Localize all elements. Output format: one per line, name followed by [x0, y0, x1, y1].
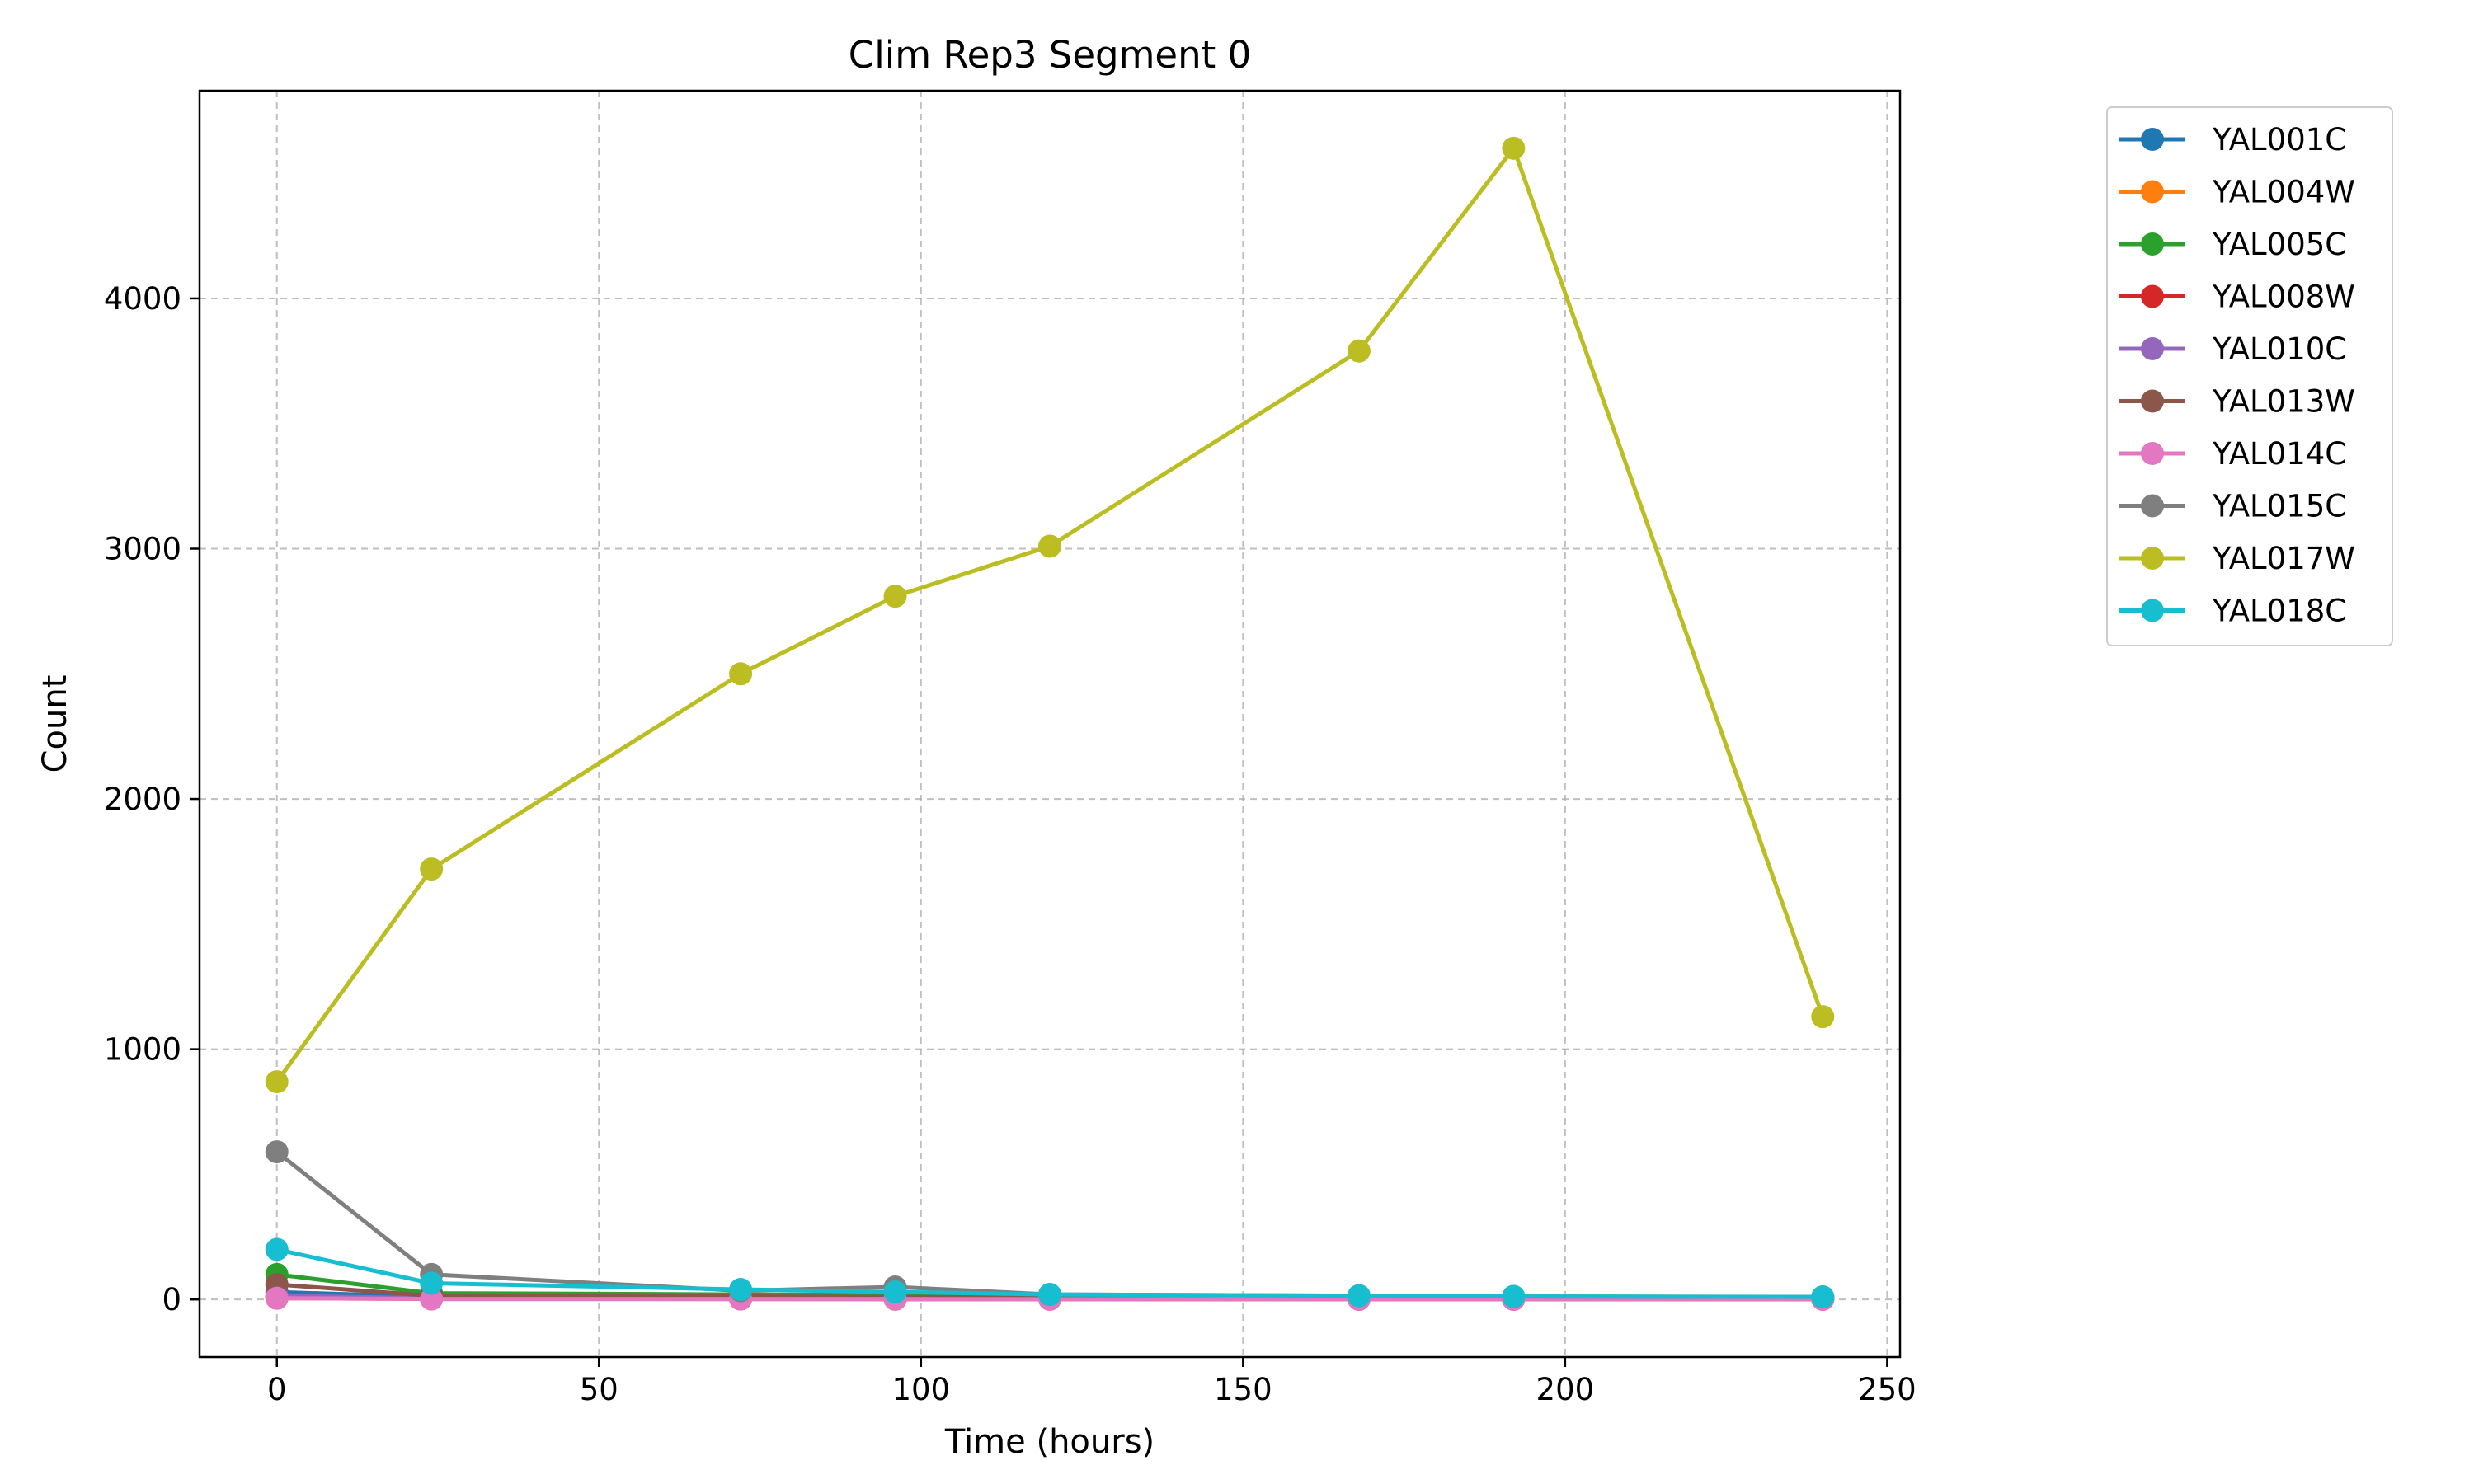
legend-swatch-marker — [2141, 599, 2164, 622]
x-tick-label: 0 — [267, 1372, 287, 1407]
x-tick-label: 250 — [1858, 1372, 1917, 1407]
legend-item: YAL008W — [2119, 279, 2355, 315]
data-point — [1502, 1284, 1526, 1308]
legend-swatch-marker — [2141, 232, 2164, 256]
legend-label: YAL017W — [2212, 541, 2355, 576]
data-point — [420, 857, 444, 881]
y-tick-label: 4000 — [104, 281, 181, 317]
data-point — [1811, 1285, 1835, 1309]
legend-swatch-marker — [2141, 128, 2164, 151]
series-YAL018C — [265, 1237, 1835, 1309]
series-layer — [265, 136, 1835, 1311]
legend-item: YAL018C — [2119, 594, 2346, 629]
legend-swatch-marker — [2141, 547, 2164, 570]
legend-swatch-marker — [2141, 389, 2164, 413]
axis-ticks: 0 50 100 150 200 250 0 1000 2000 3000 4000 — [104, 281, 1917, 1407]
legend-swatch-marker — [2141, 494, 2164, 518]
chart-title: Clim Rep3 Segment 0 — [849, 33, 1251, 77]
series-line — [276, 1296, 1823, 1302]
data-point — [265, 1286, 289, 1310]
legend-label: YAL010C — [2212, 331, 2346, 367]
legend-item: YAL004W — [2119, 175, 2355, 210]
legend-label: YAL013W — [2212, 384, 2355, 420]
data-point — [265, 1140, 289, 1164]
data-point — [1347, 339, 1371, 363]
data-point — [420, 1271, 444, 1295]
data-point — [1038, 534, 1061, 558]
legend-swatch-marker — [2141, 337, 2164, 360]
legend-label: YAL018C — [2212, 594, 2346, 629]
data-point — [1038, 1283, 1061, 1307]
legend-item: YAL014C — [2119, 436, 2346, 472]
legend-label: YAL004W — [2212, 175, 2355, 210]
data-point — [883, 585, 907, 608]
legend-swatch-marker — [2141, 442, 2164, 465]
y-tick-label: 3000 — [104, 532, 181, 567]
x-axis-label: Time (hours) — [944, 1423, 1155, 1461]
legend-item: YAL005C — [2119, 227, 2346, 262]
x-tick-label: 150 — [1214, 1372, 1272, 1407]
y-tick-label: 0 — [162, 1282, 181, 1317]
y-tick-label: 2000 — [104, 782, 181, 817]
data-point — [1502, 136, 1526, 160]
plot-frame — [198, 89, 1902, 1359]
legend-item: YAL010C — [2119, 331, 2346, 367]
data-point — [1811, 1005, 1835, 1029]
data-point — [1347, 1284, 1371, 1308]
legend-label: YAL005C — [2212, 227, 2346, 262]
series-line — [275, 146, 1825, 1083]
legend-label: YAL015C — [2212, 489, 2346, 524]
legend-item: YAL013W — [2119, 384, 2355, 420]
series-YAL017W — [265, 136, 1835, 1094]
x-tick-label: 100 — [891, 1372, 950, 1407]
data-point — [265, 1237, 289, 1261]
data-point — [729, 1278, 753, 1302]
legend-label: YAL014C — [2212, 436, 2346, 472]
legend-swatch-marker — [2141, 284, 2164, 308]
legend: YAL001C YAL004W YAL005C YAL008W YAL010C YAL01… — [2106, 106, 2393, 646]
y-tick-label: 1000 — [104, 1032, 181, 1068]
legend-label: YAL001C — [2212, 122, 2346, 157]
legend-box — [2106, 106, 2393, 646]
legend-item: YAL017W — [2119, 541, 2355, 576]
legend-swatch-marker — [2141, 180, 2164, 204]
x-tick-label: 200 — [1536, 1372, 1595, 1407]
data-point — [883, 1280, 907, 1304]
data-point — [265, 1070, 289, 1094]
legend-item: YAL001C — [2119, 122, 2346, 157]
legend-item: YAL015C — [2119, 489, 2346, 524]
data-point — [729, 662, 753, 686]
legend-label: YAL008W — [2212, 279, 2355, 315]
series-line — [276, 1247, 1823, 1299]
x-tick-label: 50 — [580, 1372, 618, 1407]
y-axis-label: Count — [36, 675, 74, 773]
